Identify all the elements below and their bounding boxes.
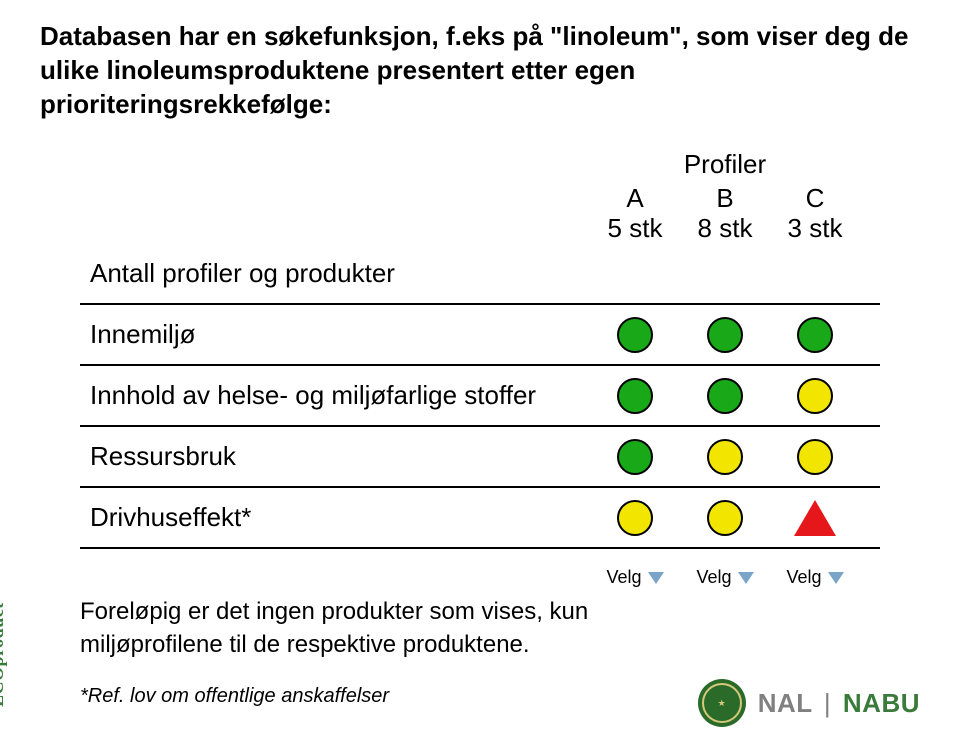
chevron-down-icon xyxy=(738,572,754,584)
table-cell xyxy=(680,317,770,353)
branding: ★ NAL | NABU xyxy=(698,679,920,727)
col-header-a: A 5 stk xyxy=(590,184,680,244)
table-cell xyxy=(590,439,680,475)
table-cell xyxy=(590,500,680,536)
column-headers: A 5 stk B 8 stk C 3 stk xyxy=(590,184,860,244)
table-cell xyxy=(590,378,680,414)
table-row: Antall profiler og produkter xyxy=(80,244,880,305)
status-circle-icon xyxy=(797,439,833,475)
table-header-row: Profiler A 5 stk B 8 stk C 3 stk xyxy=(80,149,880,244)
status-circle-icon xyxy=(797,317,833,353)
row-label: Innhold av helse- og miljøfarlige stoffe… xyxy=(80,366,590,425)
velg-button-c[interactable]: Velg xyxy=(786,567,843,588)
page-title: Databasen har en søkefunksjon, f.eks på … xyxy=(40,20,920,121)
table-cell xyxy=(680,378,770,414)
table-cell xyxy=(590,317,680,353)
brand-separator: | xyxy=(824,688,831,718)
brand-logo-icon: ★ xyxy=(698,679,746,727)
status-circle-icon xyxy=(617,439,653,475)
chevron-down-icon xyxy=(828,572,844,584)
row-label: Innemiljø xyxy=(80,305,590,364)
status-circle-icon xyxy=(617,317,653,353)
comparison-table: Profiler A 5 stk B 8 stk C 3 stk Antall … xyxy=(80,149,880,588)
status-circle-icon xyxy=(707,317,743,353)
table-cell xyxy=(680,500,770,536)
col-header-b: B 8 stk xyxy=(680,184,770,244)
velg-button-a[interactable]: Velg xyxy=(606,567,663,588)
col-header-c: C 3 stk xyxy=(770,184,860,244)
status-circle-icon xyxy=(707,439,743,475)
row-label: Ressursbruk xyxy=(80,427,590,486)
table-row: Ressursbruk xyxy=(80,427,880,488)
velg-label: Velg xyxy=(696,567,731,588)
table-cell xyxy=(770,378,860,414)
status-circle-icon xyxy=(617,500,653,536)
velg-row: Velg Velg Velg xyxy=(80,567,880,588)
table-row: Innhold av helse- og miljøfarlige stoffe… xyxy=(80,366,880,427)
profiler-heading: Profiler xyxy=(590,149,860,180)
brand-nal: NAL xyxy=(758,688,812,718)
status-circle-icon xyxy=(797,378,833,414)
table-cell xyxy=(770,317,860,353)
ecoproduct-sidelabel: ECOproduct xyxy=(0,602,8,707)
row-label: Drivhuseffekt* xyxy=(80,488,590,547)
status-triangle-icon xyxy=(794,500,836,536)
velg-button-b[interactable]: Velg xyxy=(696,567,753,588)
velg-label: Velg xyxy=(606,567,641,588)
table-row: Innemiljø xyxy=(80,305,880,366)
brand-nabu: NABU xyxy=(843,688,920,718)
chevron-down-icon xyxy=(648,572,664,584)
table-row: Drivhuseffekt* xyxy=(80,488,880,549)
footer-note: Foreløpig er det ingen produkter som vis… xyxy=(80,596,640,661)
table-cell xyxy=(680,439,770,475)
status-circle-icon xyxy=(617,378,653,414)
status-circle-icon xyxy=(707,500,743,536)
table-cell xyxy=(770,500,860,536)
velg-label: Velg xyxy=(786,567,821,588)
row-label: Antall profiler og produkter xyxy=(80,244,590,303)
status-circle-icon xyxy=(707,378,743,414)
table-cell xyxy=(770,439,860,475)
